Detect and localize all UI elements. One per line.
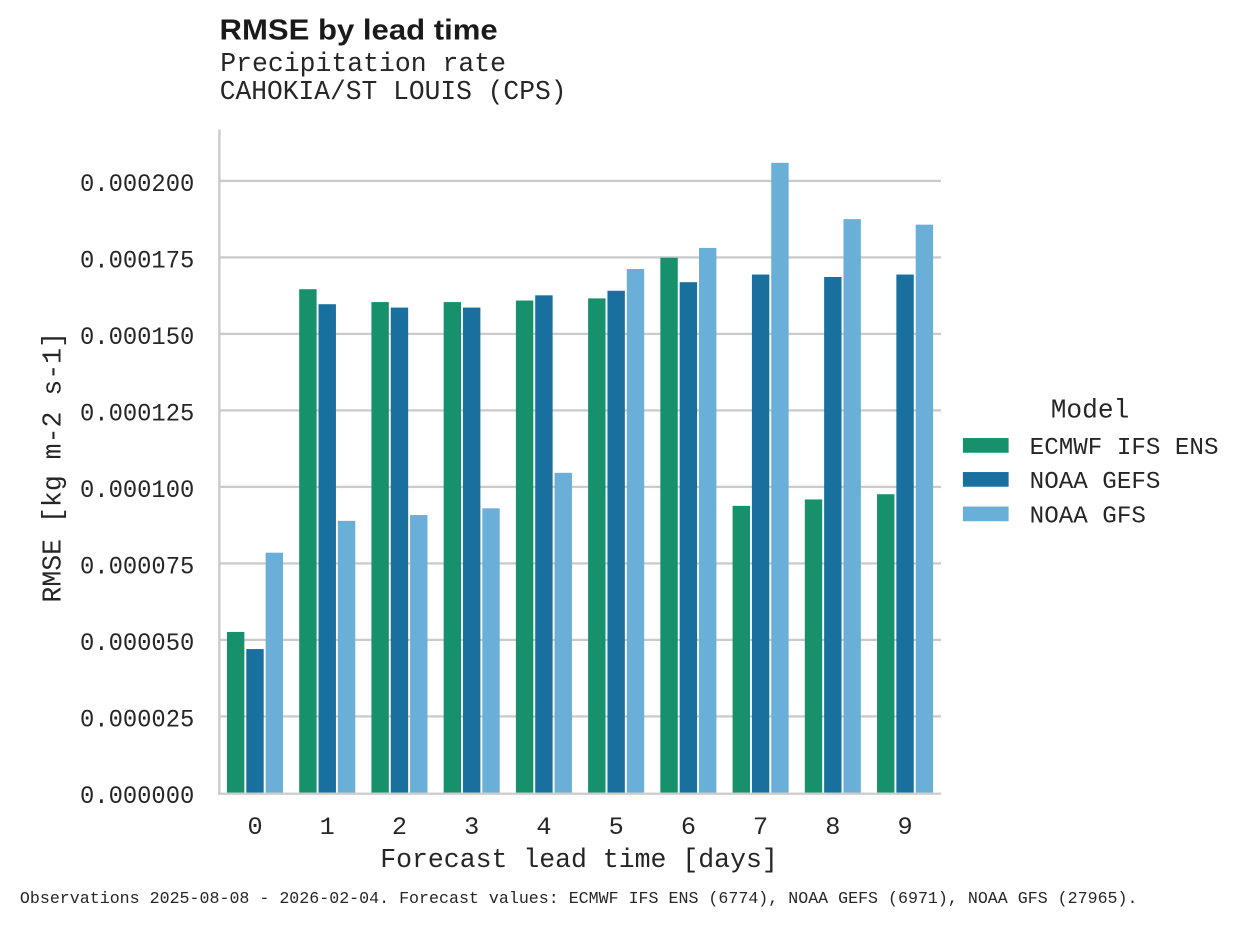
svg-text:NOAA GEFS: NOAA GEFS [1030, 469, 1161, 496]
svg-text:9: 9 [898, 813, 913, 842]
svg-text:7: 7 [753, 813, 768, 842]
svg-text:4: 4 [536, 813, 551, 842]
svg-text:CAHOKIA/ST LOUIS (CPS): CAHOKIA/ST LOUIS (CPS) [220, 77, 567, 107]
svg-text:0.000075: 0.000075 [80, 552, 194, 581]
svg-text:0.000150: 0.000150 [80, 323, 194, 352]
svg-text:0.000200: 0.000200 [80, 170, 194, 199]
svg-text:RMSE by lead time: RMSE by lead time [220, 15, 498, 47]
svg-text:Observations 2025-08-08 - 2026: Observations 2025-08-08 - 2026-02-04. Fo… [20, 889, 1138, 908]
svg-text:Forecast lead time [days]: Forecast lead time [days] [380, 845, 778, 875]
svg-text:0.000125: 0.000125 [80, 399, 194, 428]
svg-text:ECMWF IFS ENS: ECMWF IFS ENS [1030, 435, 1219, 462]
svg-text:0.000000: 0.000000 [80, 782, 194, 811]
svg-text:6: 6 [681, 813, 696, 842]
svg-text:5: 5 [609, 813, 624, 842]
svg-text:8: 8 [825, 813, 840, 842]
svg-text:NOAA GFS: NOAA GFS [1030, 504, 1146, 531]
svg-text:Model: Model [1051, 396, 1130, 426]
svg-text:RMSE [kg m-2 s-1]: RMSE [kg m-2 s-1] [39, 332, 69, 603]
svg-text:3: 3 [464, 813, 479, 842]
svg-text:0: 0 [247, 813, 262, 842]
svg-text:0.000025: 0.000025 [80, 705, 194, 734]
svg-text:2: 2 [392, 813, 407, 842]
svg-text:0.000175: 0.000175 [80, 246, 194, 275]
svg-text:0.000050: 0.000050 [80, 629, 194, 658]
svg-text:1: 1 [320, 813, 335, 842]
svg-text:0.000100: 0.000100 [80, 476, 194, 505]
svg-text:Precipitation rate: Precipitation rate [220, 49, 506, 79]
